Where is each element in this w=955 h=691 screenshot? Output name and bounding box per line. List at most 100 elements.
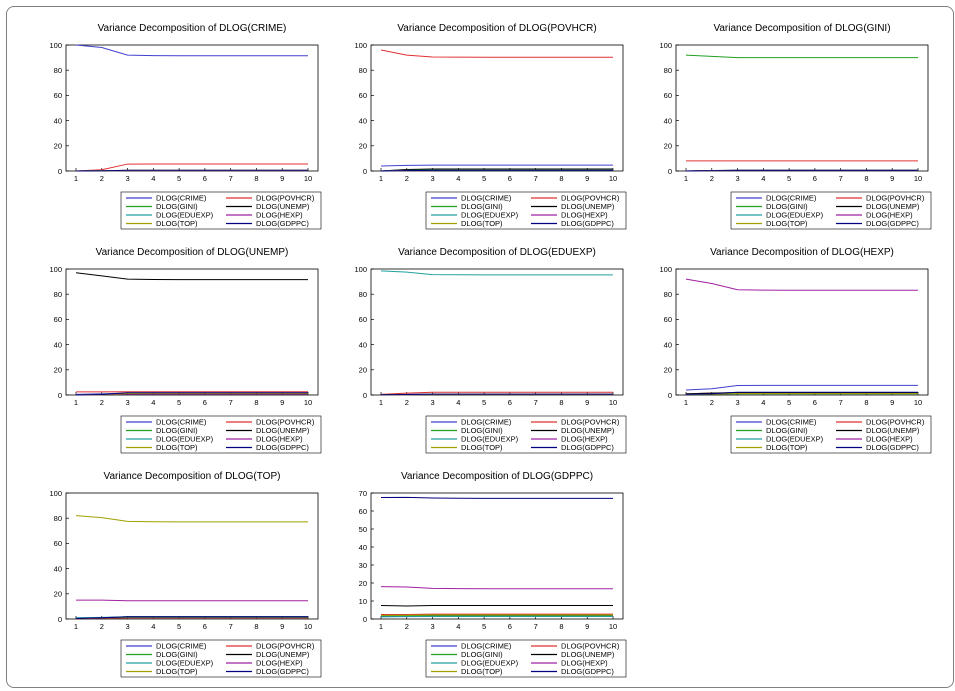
y-tick-label: 20: [664, 366, 672, 375]
x-tick-label: 1: [74, 174, 78, 183]
x-tick-label: 3: [735, 174, 739, 183]
y-tick-label: 100: [354, 265, 367, 274]
x-tick-label: 8: [254, 174, 258, 183]
y-tick-label: 50: [359, 525, 367, 534]
y-tick-label: 100: [49, 41, 62, 50]
x-tick-label: 2: [100, 622, 104, 631]
legend-label: DLOG(GDPPC): [256, 667, 309, 676]
y-tick-label: 80: [359, 290, 367, 299]
x-tick-label: 4: [151, 398, 155, 407]
chart-svg: Variance Decomposition of DLOG(GINI)0204…: [640, 18, 940, 243]
x-tick-label: 6: [508, 622, 512, 631]
x-tick-label: 8: [864, 174, 868, 183]
series-line-dlogcrime: [381, 165, 613, 166]
x-tick-label: 9: [890, 174, 894, 183]
legend-label: DLOG(GDPPC): [561, 219, 614, 228]
y-tick-label: 40: [664, 116, 672, 125]
y-tick-label: 60: [54, 539, 62, 548]
x-tick-label: 8: [254, 622, 258, 631]
y-tick-label: 0: [58, 391, 62, 400]
y-tick-label: 40: [359, 340, 367, 349]
x-tick-label: 7: [839, 398, 843, 407]
y-tick-label: 60: [664, 315, 672, 324]
x-tick-label: 7: [229, 398, 233, 407]
chart-svg: Variance Decomposition of DLOG(POVHCR)02…: [335, 18, 635, 243]
x-tick-label: 9: [585, 622, 589, 631]
x-tick-label: 6: [508, 398, 512, 407]
y-tick-label: 100: [49, 489, 62, 498]
x-tick-label: 5: [177, 622, 181, 631]
series-line-dlogtop: [76, 516, 308, 522]
x-tick-label: 7: [229, 174, 233, 183]
series-line-dloggdppc: [381, 497, 613, 498]
x-tick-label: 6: [813, 174, 817, 183]
legend-label: DLOG(TOP): [766, 219, 808, 228]
x-tick-label: 5: [482, 174, 486, 183]
legend-label: DLOG(GDPPC): [561, 443, 614, 452]
y-tick-label: 0: [363, 391, 367, 400]
series-line-dlogpovhcr: [381, 50, 613, 57]
x-tick-label: 10: [609, 174, 617, 183]
series-line-dloghexp: [381, 587, 613, 589]
chart-eduexp: Variance Decomposition of DLOG(EDUEXP) 0 2…: [335, 242, 635, 467]
chart-title: Variance Decomposition of DLOG(POVHCR): [397, 23, 596, 34]
chart-title: Variance Decomposition of DLOG(EDUEXP): [398, 247, 596, 258]
y-tick-label: 40: [359, 116, 367, 125]
x-tick-label: 5: [482, 622, 486, 631]
x-tick-label: 10: [304, 174, 312, 183]
x-tick-label: 10: [609, 622, 617, 631]
series-line-dlogcrime: [686, 385, 918, 390]
legend-label: DLOG(GDPPC): [866, 219, 919, 228]
x-tick-label: 7: [534, 398, 538, 407]
x-tick-label: 3: [735, 398, 739, 407]
y-tick-label: 60: [359, 91, 367, 100]
y-tick-label: 80: [359, 66, 367, 75]
x-tick-label: 4: [151, 622, 155, 631]
series-line-dloggini: [686, 55, 918, 58]
chart-svg: Variance Decomposition of DLOG(TOP)02040…: [30, 466, 330, 691]
x-tick-label: 4: [151, 174, 155, 183]
y-tick-label: 40: [664, 340, 672, 349]
x-tick-label: 8: [559, 174, 563, 183]
legend-label: DLOG(GDPPC): [256, 443, 309, 452]
x-tick-label: 9: [280, 398, 284, 407]
x-tick-label: 9: [585, 174, 589, 183]
series-line-dlogtop: [381, 615, 613, 616]
y-tick-label: 60: [54, 315, 62, 324]
x-tick-label: 10: [304, 622, 312, 631]
x-tick-label: 4: [761, 398, 765, 407]
plot-frame: [676, 269, 928, 395]
x-tick-label: 4: [761, 174, 765, 183]
legend-label: DLOG(GDPPC): [256, 219, 309, 228]
x-tick-label: 7: [229, 622, 233, 631]
y-tick-label: 80: [54, 514, 62, 523]
x-tick-label: 4: [456, 398, 460, 407]
x-tick-label: 5: [177, 398, 181, 407]
chart-title: Variance Decomposition of DLOG(TOP): [104, 471, 281, 482]
y-tick-label: 30: [359, 561, 367, 570]
x-tick-label: 4: [456, 174, 460, 183]
y-tick-label: 80: [664, 290, 672, 299]
plot-frame: [66, 45, 318, 171]
x-tick-label: 3: [125, 174, 129, 183]
y-tick-label: 20: [54, 590, 62, 599]
chart-svg: Variance Decomposition of DLOG(GDPPC)010…: [335, 466, 635, 691]
chart-title: Variance Decomposition of DLOG(CRIME): [98, 23, 287, 34]
x-tick-label: 3: [125, 398, 129, 407]
x-tick-label: 2: [405, 398, 409, 407]
x-tick-label: 10: [914, 174, 922, 183]
x-tick-label: 8: [864, 398, 868, 407]
plot-frame: [66, 269, 318, 395]
plot-frame: [676, 45, 928, 171]
plot-frame: [371, 269, 623, 395]
legend-label: DLOG(GDPPC): [866, 443, 919, 452]
x-tick-label: 9: [280, 174, 284, 183]
x-tick-label: 2: [405, 622, 409, 631]
y-tick-label: 20: [359, 579, 367, 588]
legend-label: DLOG(GDPPC): [561, 667, 614, 676]
x-tick-label: 10: [914, 398, 922, 407]
x-tick-label: 3: [430, 174, 434, 183]
